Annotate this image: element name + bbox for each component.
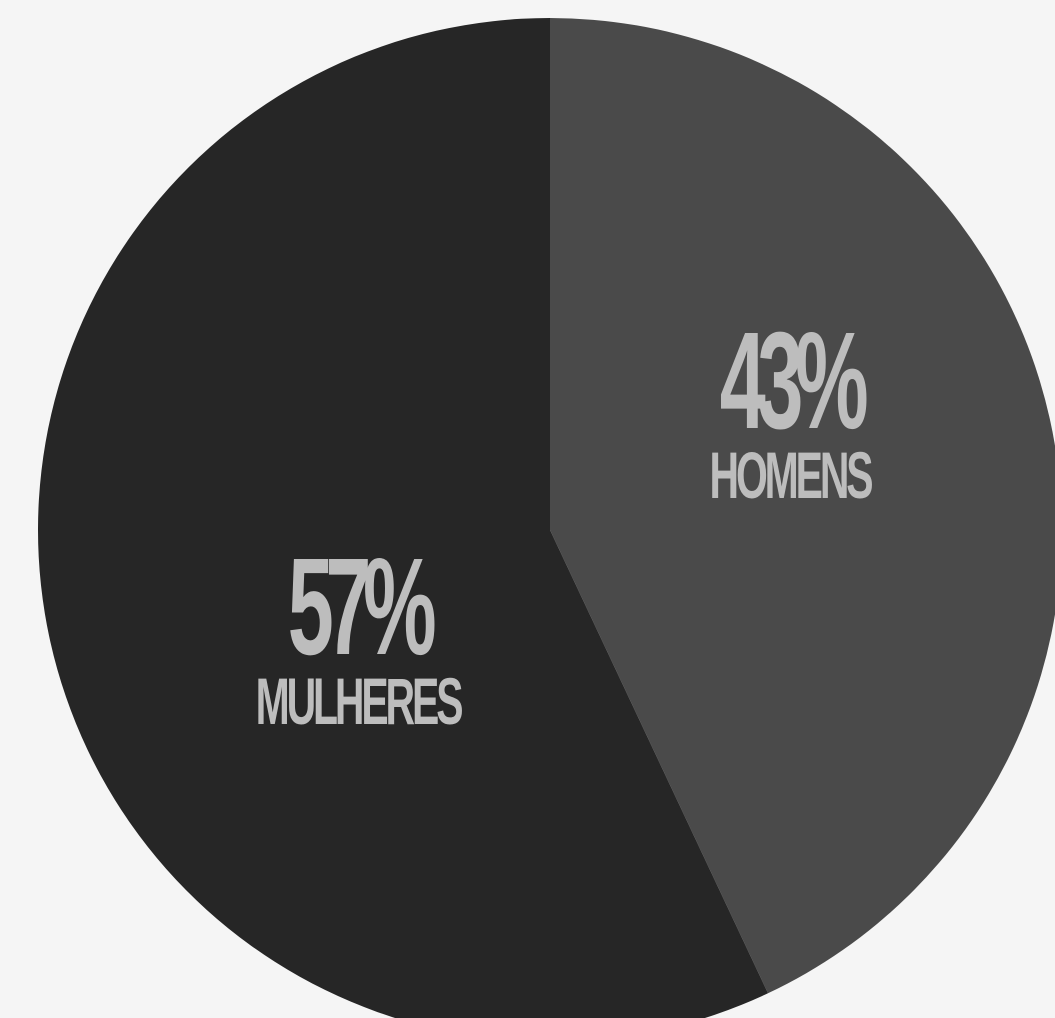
slice-label-homens: 43% HOMENS (600, 312, 980, 508)
pie-slice-homens (550, 18, 1055, 994)
slice-label-mulheres: 57% MULHERES (168, 538, 548, 734)
pie-slice-mulheres (37, 18, 768, 1018)
slice-value-mulheres: 57% (287, 530, 437, 684)
slice-value-homens: 43% (719, 304, 869, 458)
slice-name-mulheres: MULHERES (255, 664, 464, 738)
slice-name-homens: HOMENS (709, 438, 873, 512)
